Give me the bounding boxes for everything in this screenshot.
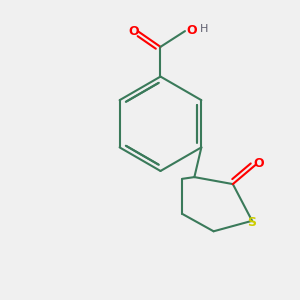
- Text: S: S: [248, 216, 256, 229]
- Text: O: O: [187, 24, 197, 37]
- Text: O: O: [128, 25, 139, 38]
- Text: H: H: [200, 24, 208, 34]
- Text: O: O: [254, 157, 264, 169]
